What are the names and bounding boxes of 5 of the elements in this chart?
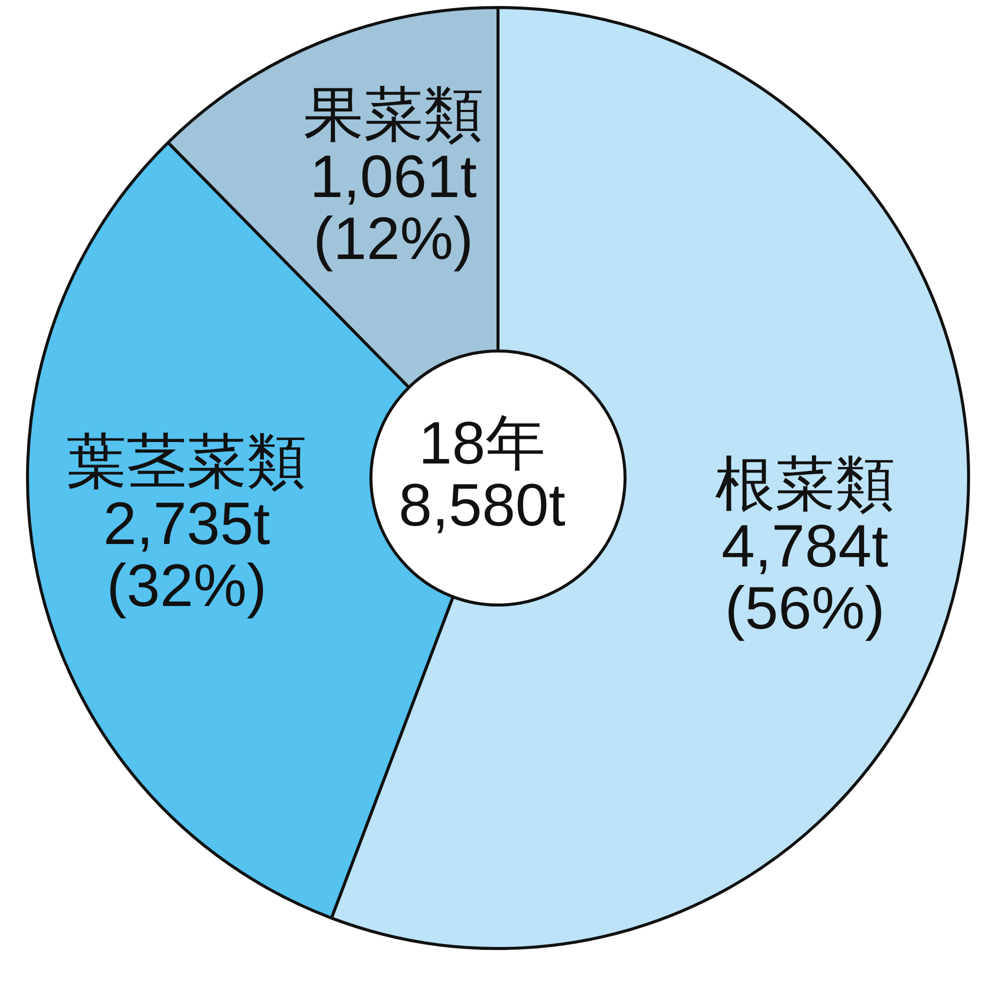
text: (12%) bbox=[313, 205, 474, 272]
slice-label: 果菜類 bbox=[303, 81, 484, 148]
text: (56%) bbox=[724, 574, 885, 642]
text: 18年 8,580t bbox=[398, 410, 566, 539]
slice-label: 根菜類 bbox=[714, 450, 895, 518]
